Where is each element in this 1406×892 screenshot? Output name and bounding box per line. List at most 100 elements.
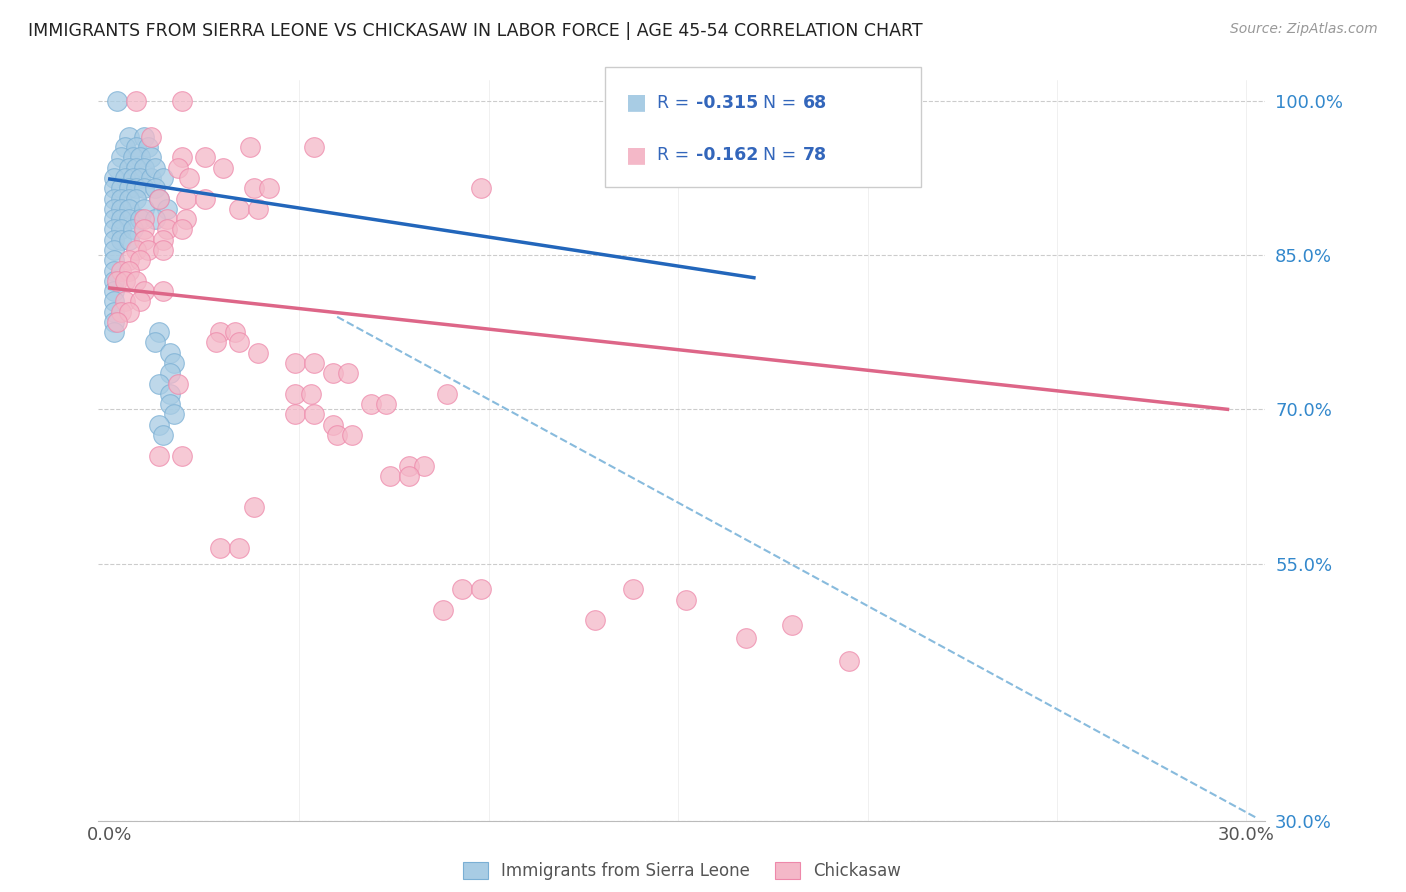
Point xyxy=(105,94,128,108)
Point xyxy=(163,356,186,370)
Text: N =: N = xyxy=(763,146,803,164)
Point xyxy=(152,284,174,298)
Point xyxy=(322,417,344,432)
Point xyxy=(118,253,141,268)
Point xyxy=(132,233,155,247)
Point xyxy=(143,335,166,350)
Point xyxy=(103,284,125,298)
Point xyxy=(114,171,136,186)
Point xyxy=(583,613,606,627)
Point xyxy=(304,408,326,422)
Point xyxy=(103,304,125,318)
Point xyxy=(103,202,125,216)
Point xyxy=(284,387,307,401)
Point xyxy=(224,325,246,339)
Point xyxy=(103,222,125,236)
Point xyxy=(110,150,132,164)
Text: -0.162: -0.162 xyxy=(696,146,758,164)
Point xyxy=(110,202,132,216)
Point xyxy=(103,181,125,195)
Point xyxy=(337,367,360,381)
Point xyxy=(132,222,155,236)
Point xyxy=(193,150,215,164)
Point xyxy=(110,181,132,195)
Point xyxy=(110,304,132,318)
Point xyxy=(167,161,190,175)
Point xyxy=(132,212,155,227)
Point xyxy=(152,428,174,442)
Point xyxy=(118,129,141,144)
Point xyxy=(174,192,197,206)
Point xyxy=(304,356,326,370)
Point xyxy=(125,192,148,206)
Point xyxy=(208,325,231,339)
Point xyxy=(170,449,193,463)
Point xyxy=(110,192,132,206)
Point xyxy=(105,274,128,288)
Point xyxy=(141,150,163,164)
Point xyxy=(110,233,132,247)
Point xyxy=(342,428,364,442)
Point xyxy=(103,243,125,257)
Point xyxy=(398,458,420,473)
Point xyxy=(152,243,174,257)
Point xyxy=(132,129,155,144)
Point xyxy=(246,345,269,359)
Point xyxy=(103,171,125,186)
Point xyxy=(148,192,170,206)
Point xyxy=(125,243,148,257)
Point xyxy=(470,582,492,597)
Point xyxy=(129,150,152,164)
Point xyxy=(375,397,398,411)
Point xyxy=(105,315,128,329)
Point xyxy=(284,408,307,422)
Point xyxy=(432,603,454,617)
Point xyxy=(838,654,860,668)
Point xyxy=(159,345,181,359)
Point xyxy=(125,181,148,195)
Point xyxy=(152,233,174,247)
Point xyxy=(110,212,132,227)
Point xyxy=(148,417,170,432)
Point xyxy=(114,274,136,288)
Point xyxy=(152,171,174,186)
Point xyxy=(103,325,125,339)
Point xyxy=(451,582,474,597)
Point xyxy=(125,140,148,154)
Point xyxy=(121,150,143,164)
Point xyxy=(360,397,382,411)
Text: 68: 68 xyxy=(803,94,827,112)
Point xyxy=(170,94,193,108)
Point xyxy=(257,181,280,195)
Point xyxy=(156,222,179,236)
Point xyxy=(103,212,125,227)
Point xyxy=(118,233,141,247)
Point xyxy=(205,335,228,350)
Point xyxy=(103,274,125,288)
Point xyxy=(103,263,125,277)
Point xyxy=(239,140,262,154)
Point xyxy=(118,161,141,175)
Text: R =: R = xyxy=(657,146,695,164)
Point xyxy=(125,94,148,108)
Point xyxy=(326,428,349,442)
Point xyxy=(159,397,181,411)
Point xyxy=(470,181,492,195)
Point xyxy=(242,500,264,514)
Point xyxy=(159,387,181,401)
Point xyxy=(170,222,193,236)
Point xyxy=(125,161,148,175)
Point xyxy=(304,140,326,154)
Point xyxy=(148,325,170,339)
Point xyxy=(174,212,197,227)
Point xyxy=(378,469,402,483)
Point xyxy=(132,161,155,175)
Point xyxy=(121,171,143,186)
Point xyxy=(129,253,152,268)
Point xyxy=(105,161,128,175)
Point xyxy=(129,212,152,227)
Point xyxy=(299,387,322,401)
Point xyxy=(110,222,132,236)
Point xyxy=(193,192,215,206)
Text: IMMIGRANTS FROM SIERRA LEONE VS CHICKASAW IN LABOR FORCE | AGE 45-54 CORRELATION: IMMIGRANTS FROM SIERRA LEONE VS CHICKASA… xyxy=(28,22,922,40)
